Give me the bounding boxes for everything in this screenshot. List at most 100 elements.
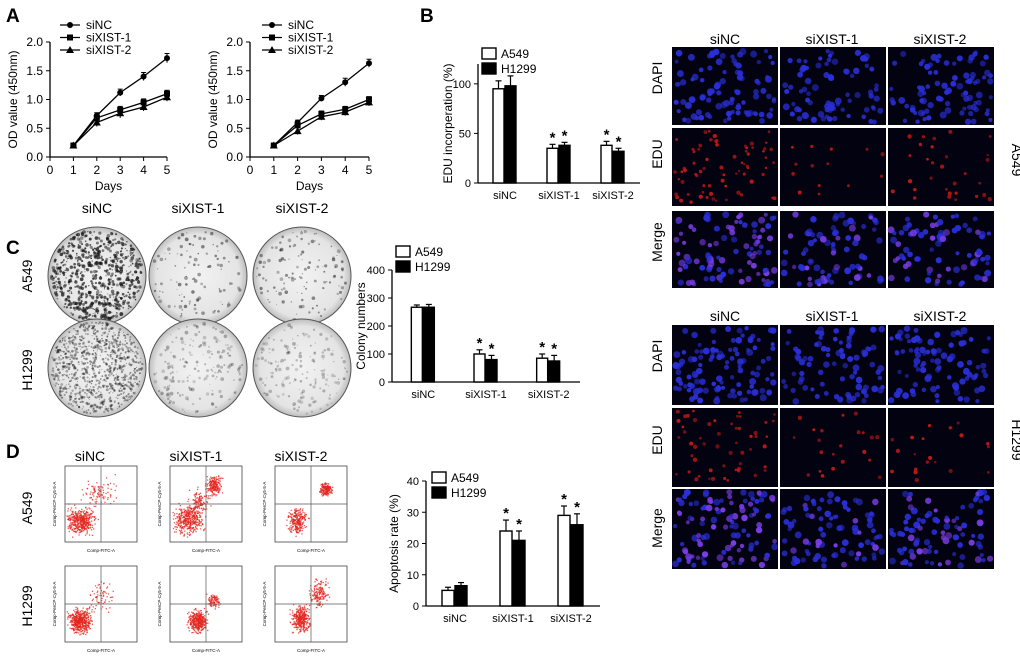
colony (131, 384, 135, 388)
colony (104, 260, 108, 264)
event-dot (207, 497, 209, 499)
colony (238, 364, 242, 367)
colony (81, 249, 85, 253)
colony (120, 403, 123, 406)
data-point (164, 55, 170, 62)
colony (336, 292, 339, 296)
colony (95, 309, 100, 313)
colony (284, 376, 288, 381)
plate-dish (148, 318, 248, 418)
event-dot (105, 592, 107, 594)
event-dot (201, 518, 203, 521)
event-dot (197, 504, 200, 506)
event-dot (79, 624, 81, 626)
colony (101, 258, 104, 261)
colony (103, 351, 105, 353)
event-dot (77, 611, 79, 614)
plate-H1299-siXIST-1 (148, 318, 248, 418)
colony (222, 256, 226, 260)
event-dot (289, 516, 292, 518)
event-dot (193, 511, 196, 514)
event-dot (75, 613, 77, 615)
colony (53, 377, 56, 380)
event-dot (70, 509, 72, 511)
event-dot (91, 609, 93, 611)
event-dot (86, 522, 89, 524)
colony (281, 392, 285, 396)
colony (181, 379, 185, 383)
colony (278, 367, 282, 372)
colony (75, 383, 79, 387)
colony (174, 265, 177, 267)
colony (65, 271, 67, 274)
colony (90, 342, 93, 345)
colony (160, 391, 164, 396)
event-dot (91, 499, 94, 501)
event-dot (189, 513, 191, 515)
colony (323, 280, 327, 284)
event-dot (76, 515, 78, 517)
colony (107, 264, 111, 267)
colony (213, 366, 215, 368)
colony (65, 369, 69, 373)
colony (118, 357, 121, 360)
x-tick-label: 5 (366, 163, 373, 177)
colony (211, 390, 214, 392)
colony (121, 384, 124, 387)
colony (78, 345, 80, 347)
colony (71, 373, 73, 375)
colony (113, 296, 115, 298)
colony (99, 408, 101, 410)
colony (266, 290, 269, 293)
flow-y-label: Comp-PerCP-Cy5-5-A (262, 482, 267, 527)
event-dot (85, 633, 87, 636)
colony (198, 376, 201, 380)
event-dot (295, 529, 297, 531)
event-dot (90, 509, 93, 512)
event-dot (295, 535, 297, 537)
event-dot (90, 604, 93, 606)
event-dot (67, 510, 69, 512)
colony (265, 377, 268, 379)
colony (70, 379, 73, 382)
colony (290, 300, 293, 303)
event-dot (198, 524, 201, 527)
colony (164, 252, 166, 254)
event-dot (86, 612, 88, 614)
colony (79, 272, 82, 275)
colony (100, 348, 104, 352)
event-dot (179, 520, 181, 522)
colony (190, 338, 192, 340)
colony (301, 259, 303, 261)
colony (215, 378, 217, 380)
colony (65, 391, 68, 394)
colony (95, 396, 98, 399)
x-tick-label: 0 (247, 163, 254, 177)
colony (97, 406, 100, 409)
event-dot (188, 611, 190, 613)
colony (124, 248, 126, 250)
colony (104, 303, 107, 306)
colony (106, 322, 110, 326)
colony (101, 384, 105, 387)
colony (88, 380, 91, 383)
colony (67, 335, 69, 337)
event-dot (73, 609, 75, 611)
event-dot (107, 497, 109, 499)
colony (314, 240, 316, 242)
colony (169, 391, 174, 396)
colony (112, 305, 115, 307)
colony (128, 266, 130, 268)
legend-label: H1299 (501, 62, 537, 76)
colony (314, 351, 316, 354)
data-point (117, 89, 124, 96)
colony (92, 313, 94, 315)
colony (283, 344, 287, 348)
colony (60, 246, 65, 251)
colony (81, 377, 84, 379)
colony (84, 326, 87, 328)
colony (108, 347, 111, 350)
event-dot (181, 510, 183, 512)
colony (80, 348, 82, 350)
colony (84, 256, 88, 259)
